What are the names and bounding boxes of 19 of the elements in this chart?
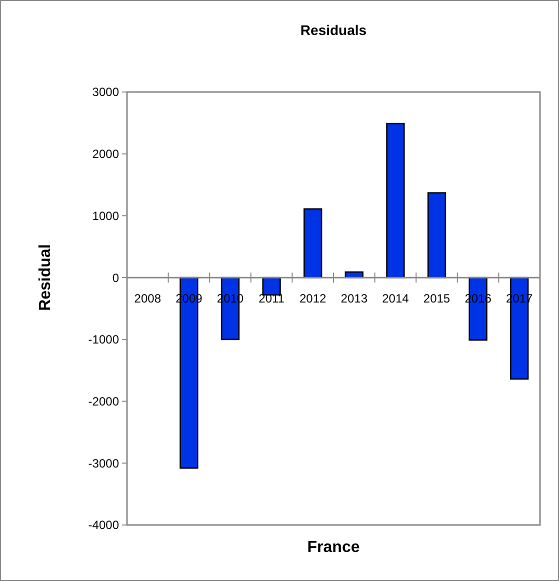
x-tick-label: 2008 xyxy=(134,292,162,306)
bar xyxy=(304,208,322,278)
y-tick-label: 3000 xyxy=(92,85,120,100)
y-tick-label: 2000 xyxy=(92,147,120,162)
chart-title: Residuals xyxy=(300,22,367,38)
y-tick-label: -3000 xyxy=(88,456,120,470)
x-tick-label: 2014 xyxy=(382,292,410,306)
x-axis-title: France xyxy=(307,539,360,556)
y-tick-label: -2000 xyxy=(88,394,120,408)
bar xyxy=(386,122,405,278)
x-tick-label: 2013 xyxy=(340,292,368,306)
bar xyxy=(427,192,446,278)
y-axis-title: Residual xyxy=(37,244,54,311)
y-tick-label: -1000 xyxy=(88,332,120,347)
y-tick-label: -4000 xyxy=(88,518,120,532)
x-tick-label: 2012 xyxy=(300,292,327,306)
y-tick-label: 1000 xyxy=(92,208,120,223)
x-tick-label: 2015 xyxy=(423,292,450,306)
y-tick-label: 0 xyxy=(112,270,120,285)
